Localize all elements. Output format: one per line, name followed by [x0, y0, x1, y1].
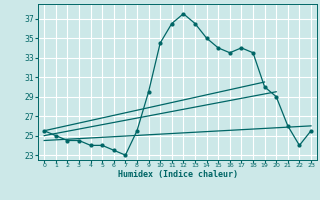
X-axis label: Humidex (Indice chaleur): Humidex (Indice chaleur) [118, 170, 238, 179]
